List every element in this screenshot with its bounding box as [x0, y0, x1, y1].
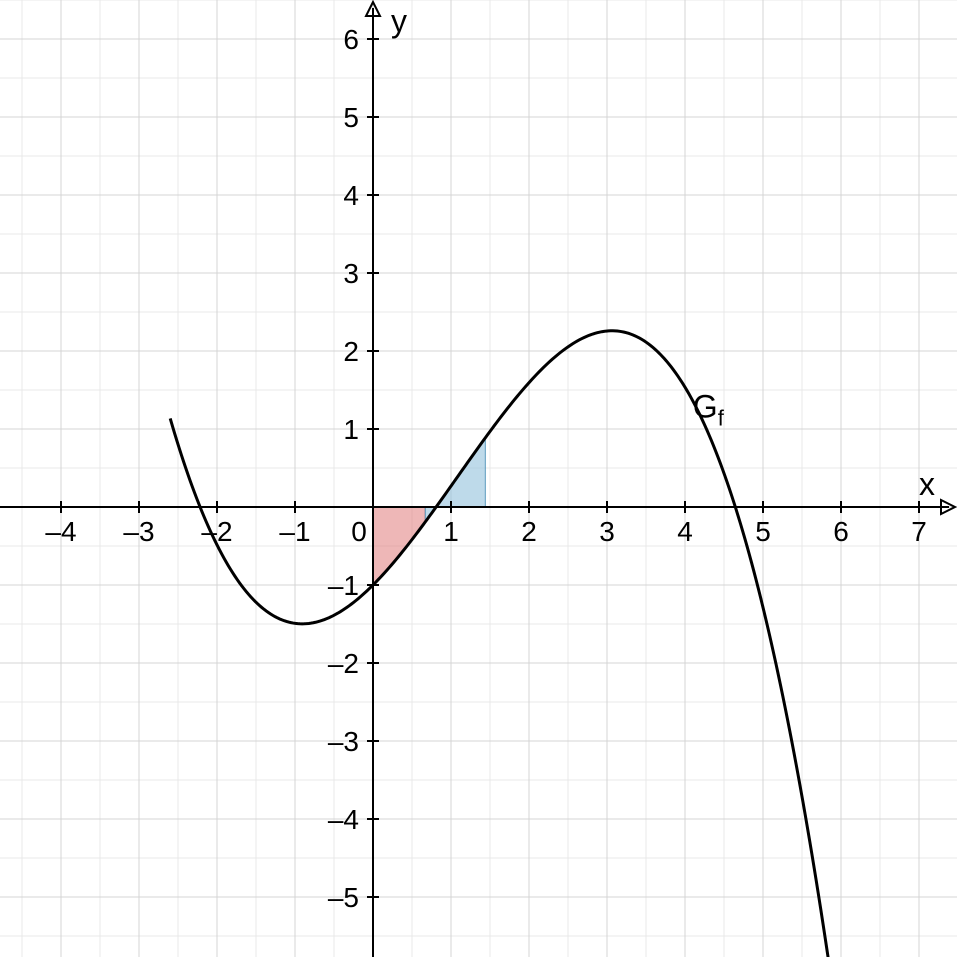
x-tick-label: –1: [279, 516, 310, 547]
x-tick-label: –3: [123, 516, 154, 547]
function-plot: –4–3–2–101234567–5–4–3–2–1123456 Gf yx: [0, 0, 957, 957]
x-tick-label: 4: [677, 516, 693, 547]
x-tick-label: 5: [755, 516, 771, 547]
x-tick-label: 3: [599, 516, 615, 547]
function-curve: [170, 331, 841, 957]
y-tick-label: 1: [343, 414, 359, 445]
x-tick-label: 1: [443, 516, 459, 547]
x-tick-label: 2: [521, 516, 537, 547]
y-axis-label: y: [391, 3, 407, 39]
y-tick-label: –4: [328, 804, 359, 835]
y-tick-label: 6: [343, 24, 359, 55]
x-tick-label: 7: [911, 516, 927, 547]
x-tick-label: 0: [351, 516, 367, 547]
y-tick-label: –3: [328, 726, 359, 757]
curve-path: [170, 331, 841, 957]
x-axis-label: x: [919, 466, 935, 502]
x-tick-label: 6: [833, 516, 849, 547]
curve-label: Gf: [693, 388, 725, 430]
y-tick-label: 3: [343, 258, 359, 289]
y-tick-label: –2: [328, 648, 359, 679]
y-tick-label: 2: [343, 336, 359, 367]
y-tick-label: 4: [343, 180, 359, 211]
y-tick-label: 5: [343, 102, 359, 133]
y-tick-label: –1: [328, 570, 359, 601]
x-tick-label: –4: [45, 516, 76, 547]
y-tick-label: –5: [328, 882, 359, 913]
curve-label-text: Gf: [693, 388, 725, 430]
